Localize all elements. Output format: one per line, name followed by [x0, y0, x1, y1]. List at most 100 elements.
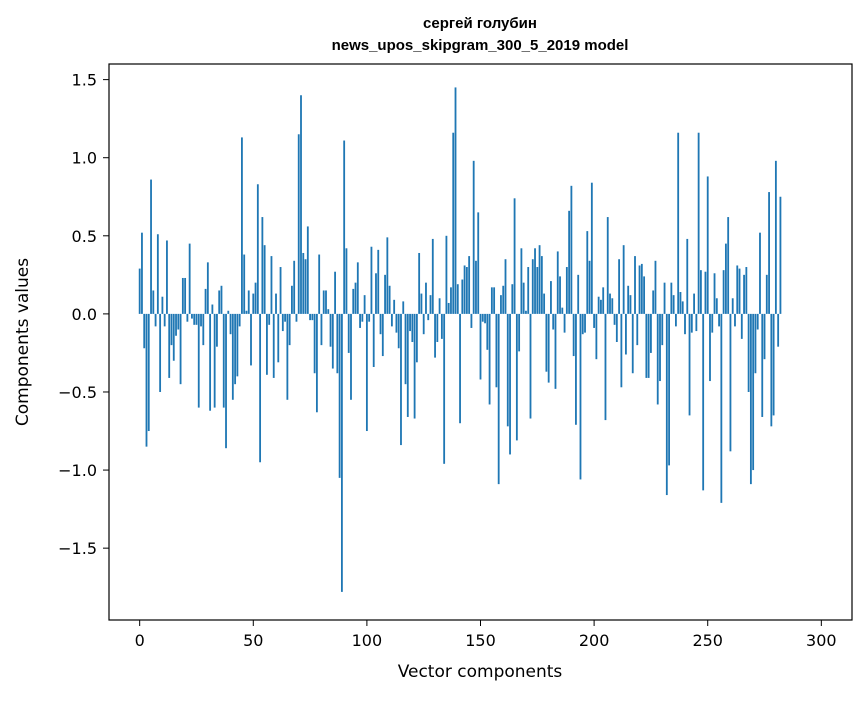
x-tick-label: 150: [465, 631, 496, 650]
bar-212: [620, 313, 623, 388]
bar-154: [488, 313, 491, 405]
bar-32: [211, 304, 214, 314]
bar-39: [227, 310, 230, 314]
bar-63: [281, 313, 284, 332]
bar-156: [493, 287, 496, 314]
bar-10: [161, 296, 164, 314]
bar-148: [475, 260, 477, 314]
bar-114: [397, 313, 400, 349]
bar-105: [377, 249, 380, 314]
bar-205: [604, 313, 607, 421]
bar-160: [502, 285, 505, 314]
bar-71: [300, 95, 302, 314]
bar-238: [679, 292, 682, 314]
bar-17: [177, 313, 180, 330]
bar-146: [470, 313, 473, 328]
bar-192: [575, 313, 577, 425]
bar-118: [406, 313, 409, 417]
bar-30: [206, 262, 209, 314]
bar-5: [150, 179, 152, 314]
bar-45: [241, 137, 243, 314]
bar-59: [272, 313, 275, 378]
bar-35: [218, 290, 221, 314]
bar-164: [511, 284, 514, 314]
bar-200: [593, 313, 596, 328]
bar-180: [547, 313, 550, 383]
bar-81: [322, 290, 325, 314]
bar-260: [729, 313, 732, 452]
bar-41: [231, 313, 234, 400]
bar-129: [431, 238, 434, 314]
bar-182: [552, 313, 555, 330]
bar-93: [350, 313, 352, 400]
bar-161: [504, 259, 507, 314]
bar-4: [147, 313, 150, 432]
bar-211: [618, 259, 621, 314]
bar-73: [304, 259, 307, 314]
y-axis-ticks: −1.5 −1.0 −0.5 0.0 0.5 1.0 1.5: [58, 71, 109, 558]
bar-126: [425, 282, 427, 314]
bar-186: [561, 307, 564, 314]
bar-185: [559, 276, 561, 314]
bar-133: [440, 313, 443, 339]
bar-137: [450, 287, 452, 314]
bar-147: [472, 160, 475, 314]
bar-193: [577, 274, 580, 314]
bar-158: [497, 313, 500, 485]
bar-0: [138, 268, 141, 314]
bar-153: [486, 313, 489, 350]
bar-25: [195, 313, 198, 325]
bar-252: [711, 313, 714, 333]
bar-82: [325, 290, 327, 314]
bar-101: [368, 313, 371, 322]
bar-122: [415, 313, 418, 363]
bar-233: [668, 313, 670, 466]
bar-1: [141, 232, 143, 314]
bar-157: [495, 313, 498, 388]
bar-195: [581, 313, 584, 335]
bar-124: [420, 293, 423, 314]
bar-85: [331, 313, 334, 369]
bar-135: [445, 235, 448, 314]
bar-207: [609, 293, 611, 314]
bar-276: [765, 274, 768, 314]
bar-203: [600, 299, 602, 314]
bar-77: [313, 313, 316, 374]
bar-120: [411, 313, 414, 342]
bar-246: [697, 132, 700, 314]
bar-27: [200, 313, 202, 327]
bar-199: [590, 182, 593, 314]
bar-261: [731, 298, 734, 314]
bar-50: [252, 293, 255, 314]
bar-202: [597, 296, 600, 314]
y-tick-label: 1.0: [72, 149, 97, 168]
bar-18: [179, 313, 182, 385]
bar-75: [309, 313, 311, 321]
bar-231: [663, 282, 666, 314]
bar-219: [636, 313, 639, 346]
bar-228: [656, 313, 659, 405]
bar-184: [556, 251, 559, 314]
bar-176: [538, 245, 541, 314]
bar-196: [584, 313, 586, 333]
y-tick-label: 1.5: [72, 71, 97, 90]
bar-103: [372, 313, 375, 367]
bar-38: [225, 313, 227, 449]
bar-263: [736, 265, 739, 314]
bar-52: [256, 184, 259, 314]
bar-282: [779, 196, 782, 314]
bar-236: [675, 313, 677, 327]
bar-117: [404, 313, 407, 385]
bar-249: [704, 271, 707, 314]
bar-132: [438, 298, 441, 314]
bar-145: [468, 256, 471, 314]
bar-94: [352, 288, 355, 314]
bar-281: [777, 313, 780, 347]
bar-130: [434, 313, 436, 358]
x-tick-label: 200: [579, 631, 610, 650]
bar-149: [477, 212, 480, 314]
bar-216: [629, 295, 632, 314]
bar-69: [295, 313, 298, 322]
x-tick-label: 100: [352, 631, 383, 650]
bar-54: [261, 217, 264, 314]
